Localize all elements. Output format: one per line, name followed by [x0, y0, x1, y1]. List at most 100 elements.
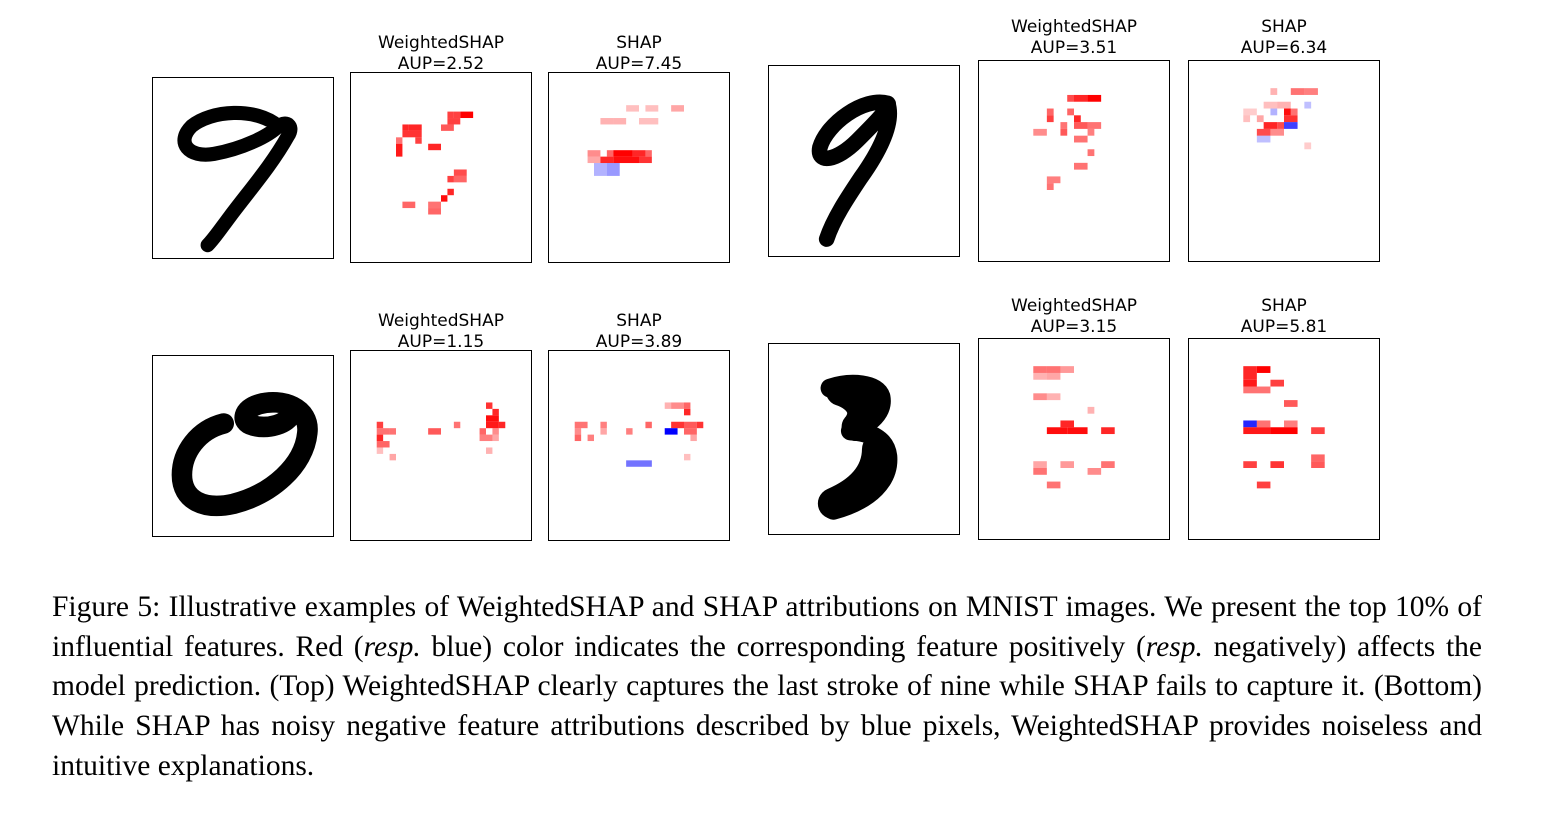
- positive-attribution-pixel: [1074, 135, 1088, 143]
- positive-attribution-pixel: [574, 428, 582, 435]
- positive-attribution-pixel: [389, 453, 396, 461]
- positive-attribution-pixel: [453, 111, 461, 119]
- positive-attribution-pixel: [664, 402, 672, 409]
- positive-attribution-pixel: [1101, 427, 1115, 435]
- positive-attribution-pixel: [1256, 481, 1271, 489]
- positive-attribution-pixel: [600, 156, 614, 164]
- figure-caption: Figure 5: Illustrative examples of Weigh…: [52, 591, 1482, 782]
- weightedshap-map-4: [978, 338, 1170, 540]
- positive-attribution-pixel: [498, 421, 506, 429]
- positive-attribution-pixel: [574, 434, 582, 442]
- positive-attribution-pixel: [671, 105, 684, 112]
- digit-image-three: [768, 343, 960, 535]
- negative-attribution-pixel: [1284, 122, 1298, 129]
- positive-attribution-pixel: [447, 175, 454, 183]
- positive-attribution-pixel: [1033, 393, 1047, 401]
- positive-attribution-pixel: [645, 105, 659, 112]
- positive-attribution-pixel: [396, 143, 403, 157]
- positive-attribution-pixel: [1304, 142, 1312, 150]
- positive-attribution-pixel: [684, 428, 697, 435]
- positive-attribution-pixel: [1087, 122, 1102, 129]
- positive-attribution-pixel: [1033, 366, 1047, 373]
- digit-nine-strokes: [177, 105, 298, 253]
- shap-title-2: SHAP AUP=6.34: [1240, 17, 1328, 58]
- positive-attribution-pixel: [1270, 461, 1284, 468]
- positive-attribution-pixel: [1033, 468, 1047, 475]
- weightedshap-map-2: [978, 60, 1170, 262]
- weightedshap-title-3: WeightedSHAP AUP=1.15: [378, 311, 504, 352]
- positive-attribution-pixel: [1060, 122, 1068, 129]
- positive-attribution-pixel: [441, 124, 454, 131]
- negative-attribution-pixel: [1243, 420, 1257, 428]
- positive-attribution-pixel: [415, 137, 422, 144]
- positive-attribution-pixel: [1284, 115, 1298, 123]
- positive-attribution-pixel: [1256, 420, 1271, 428]
- positive-attribution-pixel: [460, 111, 474, 119]
- positive-attribution-pixel: [447, 111, 454, 119]
- negative-attribution-pixel: [1256, 135, 1271, 143]
- positive-attribution-pixel: [587, 434, 594, 442]
- positive-attribution-pixel: [453, 175, 467, 183]
- positive-attribution-pixel: [696, 421, 704, 429]
- negative-attribution-pixel: [626, 460, 652, 467]
- positive-attribution-pixel: [479, 428, 486, 435]
- positive-attribution-pixel: [639, 156, 652, 164]
- positive-attribution-pixel: [1087, 149, 1095, 157]
- negative-attribution-pixel: [1304, 101, 1312, 109]
- positive-attribution-pixel: [428, 143, 441, 151]
- positive-attribution-pixel: [1311, 427, 1325, 435]
- digit-image-nine-2: [768, 65, 960, 257]
- positive-attribution-pixel: [428, 428, 441, 435]
- positive-attribution-pixel: [684, 402, 691, 409]
- positive-attribution-pixel: [1074, 94, 1088, 102]
- positive-attribution-pixel: [376, 441, 390, 448]
- positive-attribution-pixel: [453, 169, 467, 176]
- positive-attribution-pixel: [1270, 128, 1284, 136]
- negative-attribution-pixel: [664, 428, 678, 435]
- positive-attribution-pixel: [1046, 115, 1054, 123]
- positive-attribution-pixel: [492, 434, 499, 442]
- positive-attribution-pixel: [684, 421, 697, 429]
- positive-attribution-pixel: [1256, 128, 1271, 136]
- positive-attribution-pixel: [1087, 94, 1102, 102]
- positive-attribution-pixel: [1270, 427, 1298, 435]
- positive-attribution-pixel: [376, 421, 384, 429]
- positive-attribution-pixel: [1284, 420, 1298, 428]
- positive-attribution-pixel: [1243, 386, 1271, 394]
- positive-attribution-pixel: [1243, 461, 1257, 468]
- positive-attribution-pixel: [376, 428, 390, 435]
- positive-attribution-pixel: [645, 421, 652, 429]
- positive-attribution-pixel: [1243, 115, 1251, 123]
- positive-attribution-pixel: [600, 421, 607, 429]
- positive-attribution-pixel: [626, 428, 633, 435]
- positive-attribution-pixel: [1311, 454, 1325, 462]
- positive-attribution-pixel: [1067, 94, 1074, 102]
- positive-attribution-pixel: [453, 421, 461, 429]
- positive-attribution-pixel: [1060, 128, 1068, 136]
- positive-attribution-pixel: [396, 137, 403, 144]
- positive-attribution-pixel: [492, 428, 499, 435]
- shap-map-1: [548, 72, 730, 263]
- positive-attribution-pixel: [1263, 122, 1278, 129]
- weightedshap-title-4: WeightedSHAP AUP=3.15: [1011, 296, 1137, 337]
- positive-attribution-pixel: [671, 421, 684, 429]
- positive-attribution-pixel: [1046, 481, 1061, 489]
- positive-attribution-pixel: [1311, 461, 1325, 468]
- positive-attribution-pixel: [1290, 108, 1298, 116]
- positive-attribution-pixel: [1243, 427, 1271, 435]
- positive-attribution-pixel: [639, 118, 659, 125]
- positive-attribution-pixel: [1087, 128, 1095, 136]
- positive-attribution-pixel: [684, 453, 691, 461]
- positive-attribution-pixel: [600, 428, 607, 435]
- positive-attribution-pixel: [1067, 427, 1088, 435]
- positive-attribution-pixel: [486, 447, 493, 454]
- positive-attribution-pixel: [402, 130, 422, 138]
- weightedshap-title-1: WeightedSHAP AUP=2.52: [378, 33, 504, 74]
- positive-attribution-pixel: [684, 408, 691, 416]
- positive-attribution-pixel: [1067, 108, 1074, 116]
- negative-attribution-pixel: [594, 163, 607, 176]
- positive-attribution-pixel: [671, 402, 684, 409]
- positive-attribution-pixel: [587, 156, 601, 164]
- positive-attribution-pixel: [1046, 183, 1054, 190]
- positive-attribution-pixel: [428, 208, 441, 215]
